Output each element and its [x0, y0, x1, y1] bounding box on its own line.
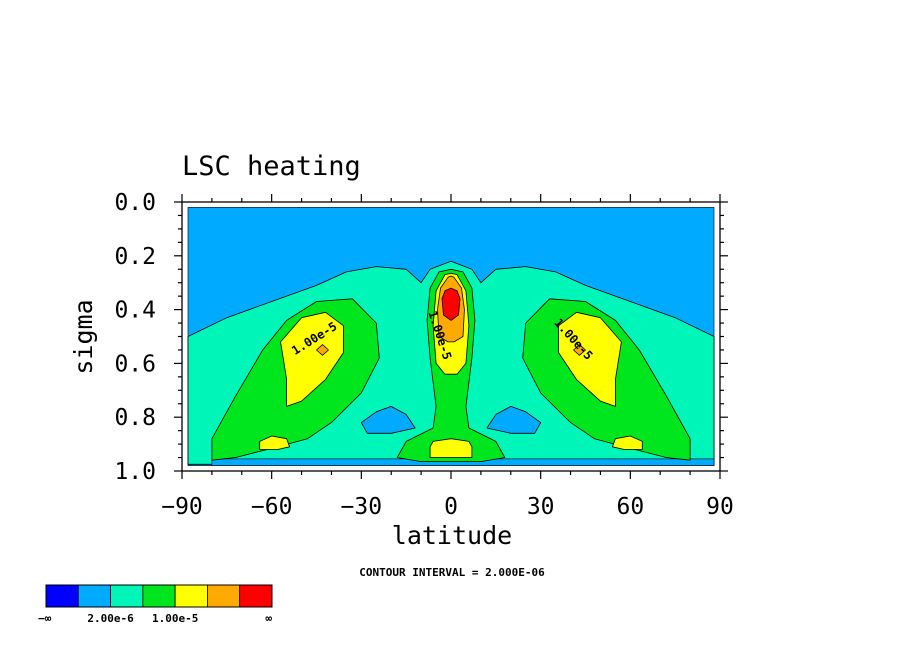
- contour-region-3: [486, 405, 542, 434]
- colorbar-swatch-1: [77, 584, 111, 608]
- colorbar-label: ∞: [265, 612, 272, 625]
- chart-title: LSC heating: [182, 151, 361, 182]
- colorbar-label: −∞: [38, 612, 52, 625]
- contour-region-10: [259, 435, 291, 450]
- x-tick-label: −30: [341, 494, 383, 520]
- contour-region-17: [441, 287, 461, 321]
- colorbar-swatch-0: [45, 584, 79, 608]
- x-tick-labels: −90 −60 −30 0 30 60 90: [161, 494, 734, 520]
- y-axis-label: sigma: [69, 299, 98, 374]
- contour-interval-note: CONTOUR INTERVAL = 2.000E-06: [359, 566, 545, 579]
- x-axis-label: latitude: [392, 521, 512, 550]
- contour-region-8: [280, 311, 344, 407]
- x-tick-label: 0: [444, 494, 458, 520]
- contour-region-11: [612, 435, 643, 450]
- colorbar-label: 2.00e-6: [87, 612, 134, 625]
- colorbar-label: 1.00e-5: [152, 612, 198, 625]
- y-tick-label: 1.0: [114, 459, 156, 485]
- colorbar-swatch-6: [239, 584, 273, 608]
- y-tick-label: 0.0: [114, 190, 156, 216]
- axis-ticks: [174, 194, 728, 479]
- x-tick-label: 90: [706, 494, 734, 520]
- contour-region-15: [573, 344, 586, 356]
- colorbar-swatch-4: [174, 584, 208, 608]
- y-tick-label: 0.6: [114, 351, 156, 377]
- x-tick-label: −60: [251, 494, 293, 520]
- x-tick-label: 30: [527, 494, 555, 520]
- plot-frame: [181, 201, 721, 472]
- contour-fills: [187, 207, 715, 466]
- contour-region-12: [429, 438, 473, 458]
- colorbar-swatch-5: [207, 584, 241, 608]
- y-tick-label: 0.8: [114, 405, 156, 431]
- contour-region-9: [558, 311, 622, 407]
- x-tick-label: 60: [616, 494, 644, 520]
- y-tick-labels: 0.0 0.2 0.4 0.6 0.8 1.0: [114, 190, 156, 485]
- contour-region-2: [360, 405, 416, 434]
- colorbar: −∞ 2.00e-6 1.00e-5 ∞: [38, 584, 273, 625]
- colorbar-swatch-2: [110, 584, 144, 608]
- colorbar-swatch-3: [142, 584, 176, 608]
- x-tick-label: −90: [161, 494, 203, 520]
- colorbar-frame: [45, 584, 273, 608]
- contour-region-14: [316, 344, 329, 356]
- y-tick-label: 0.2: [114, 244, 156, 270]
- y-tick-label: 0.4: [114, 298, 156, 324]
